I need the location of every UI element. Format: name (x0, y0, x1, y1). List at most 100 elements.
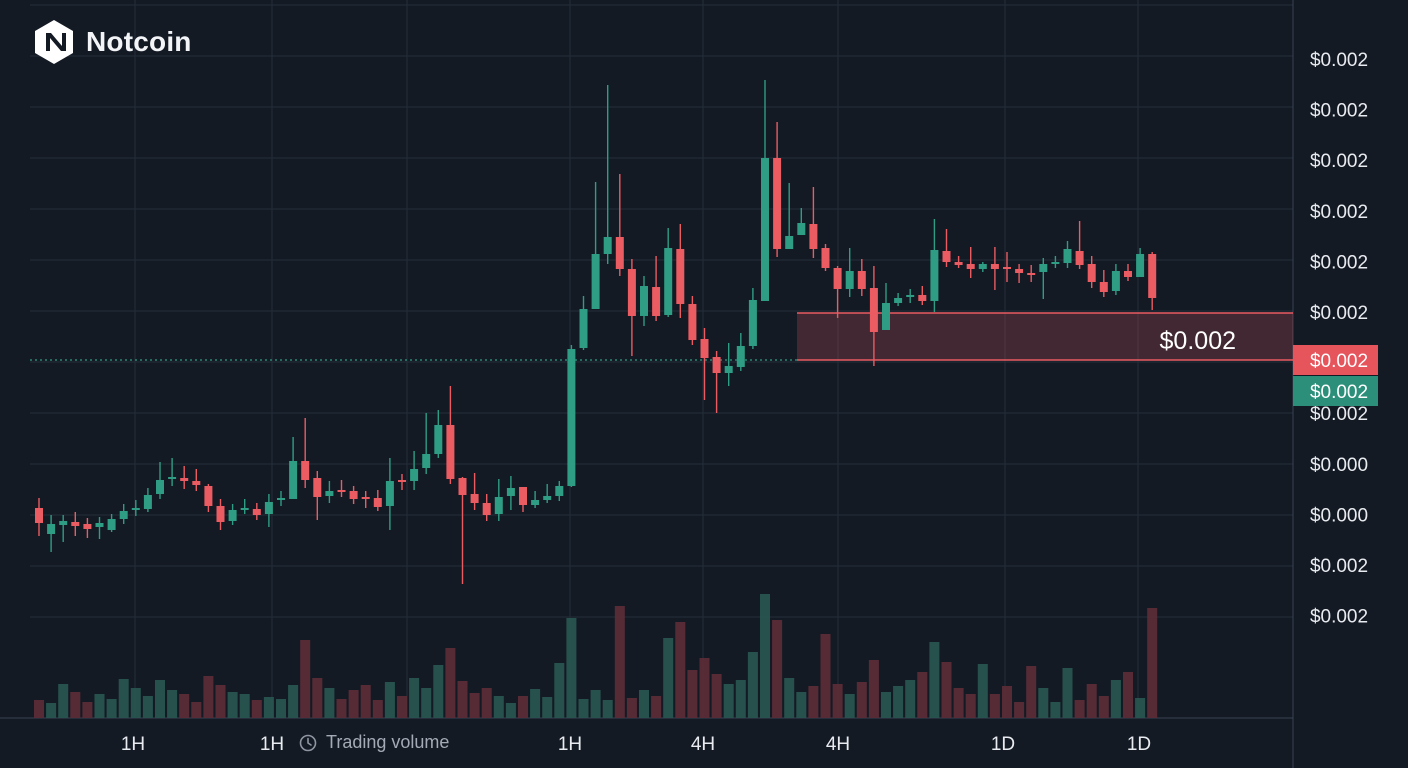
candle-body (990, 264, 999, 269)
candle-body (942, 251, 951, 262)
candle-body (688, 304, 697, 340)
candle (143, 488, 152, 512)
candle-body (252, 509, 261, 515)
candle (156, 462, 164, 499)
volume-bar (735, 680, 746, 718)
candle (168, 458, 177, 486)
candle (869, 266, 878, 366)
volume-bar (445, 648, 456, 718)
volume-bar (409, 678, 420, 718)
price-tag-label: $0.002 (1310, 382, 1368, 403)
volume-bar (46, 703, 57, 718)
volume-bars (34, 594, 1158, 718)
volume-bar (965, 694, 976, 718)
notcoin-logo-icon (35, 20, 73, 64)
candle (385, 458, 394, 530)
candle (906, 289, 915, 303)
candle-body (797, 223, 806, 235)
candle (204, 484, 213, 512)
volume-bar (336, 699, 347, 718)
candle (180, 466, 189, 489)
candle (1039, 258, 1048, 299)
volume-bar (457, 681, 468, 718)
volume-bar (554, 663, 565, 718)
price-scale-label: $0.002 (1310, 556, 1368, 577)
candle-body (180, 478, 189, 481)
volume-bar (469, 693, 480, 718)
candle-body (1111, 271, 1120, 291)
candle (337, 480, 346, 497)
candle (736, 333, 745, 371)
volume-bar (1026, 666, 1037, 718)
price-scale-label: $0.002 (1310, 404, 1368, 425)
candle (857, 259, 866, 296)
price-tag-label: $0.002 (1310, 351, 1368, 372)
candle (1099, 270, 1108, 297)
volume-bar (384, 682, 395, 718)
price-scale-label: $0.000 (1310, 505, 1368, 526)
volume-bar (651, 696, 662, 718)
volume-bar (505, 703, 516, 718)
volume-bar (711, 674, 722, 718)
candle-body (337, 490, 346, 492)
candle-body (857, 271, 866, 289)
time-axis-label: 4H (691, 734, 715, 755)
candle-body (603, 237, 612, 254)
candle-body (71, 522, 80, 526)
candle-body (83, 524, 92, 529)
candle (845, 248, 854, 297)
time-axis-label: 1H (260, 734, 284, 755)
candle (373, 490, 382, 511)
candle-body (373, 498, 382, 507)
volume-bar (796, 692, 807, 718)
volume-bar (578, 699, 589, 718)
volume-bar (784, 678, 795, 718)
candle-body (1124, 271, 1132, 277)
candle-body (712, 357, 721, 373)
price-scale-label: $0.002 (1310, 607, 1368, 628)
candle-body (410, 469, 419, 481)
price-scale-label: $0.000 (1310, 455, 1368, 476)
candle-body (446, 425, 455, 479)
candle-body (1051, 262, 1060, 264)
candle-body (1063, 249, 1072, 263)
candle-body (204, 486, 213, 506)
candle-body (869, 288, 878, 332)
candle-body (918, 295, 927, 301)
volume-bar (70, 692, 81, 718)
candle (748, 288, 757, 349)
volume-bar (941, 662, 952, 718)
candle-body (615, 237, 624, 269)
volume-bar (977, 664, 988, 718)
candle-body (882, 303, 890, 330)
volume-bar (639, 690, 649, 718)
volume-bar (433, 665, 444, 718)
volume-bar (905, 680, 916, 718)
candle-body (156, 480, 164, 494)
volume-bar (179, 694, 190, 718)
grid-layer (0, 0, 1294, 768)
volume-bar (263, 697, 274, 718)
volume-bar (300, 640, 311, 718)
candle (785, 183, 794, 249)
candle-body (1136, 254, 1145, 277)
brand-name: Notcoin (86, 26, 192, 57)
brand-logo[interactable]: Notcoin (32, 18, 192, 66)
candle (627, 259, 636, 356)
volume-legend-label: Trading volume (326, 732, 450, 752)
volume-bar (94, 694, 105, 718)
candle (882, 283, 890, 330)
candle (470, 473, 479, 510)
volume-legend: Trading volume (298, 732, 449, 753)
candle-body (349, 491, 358, 499)
candle (506, 476, 515, 510)
price-tag-background (1293, 376, 1378, 406)
volume-bar (518, 696, 528, 718)
candle-body (676, 249, 685, 304)
volume-bar (760, 594, 770, 718)
candle-body (289, 461, 298, 499)
candle-body (640, 286, 648, 316)
candle (131, 500, 140, 516)
candle (83, 518, 92, 538)
